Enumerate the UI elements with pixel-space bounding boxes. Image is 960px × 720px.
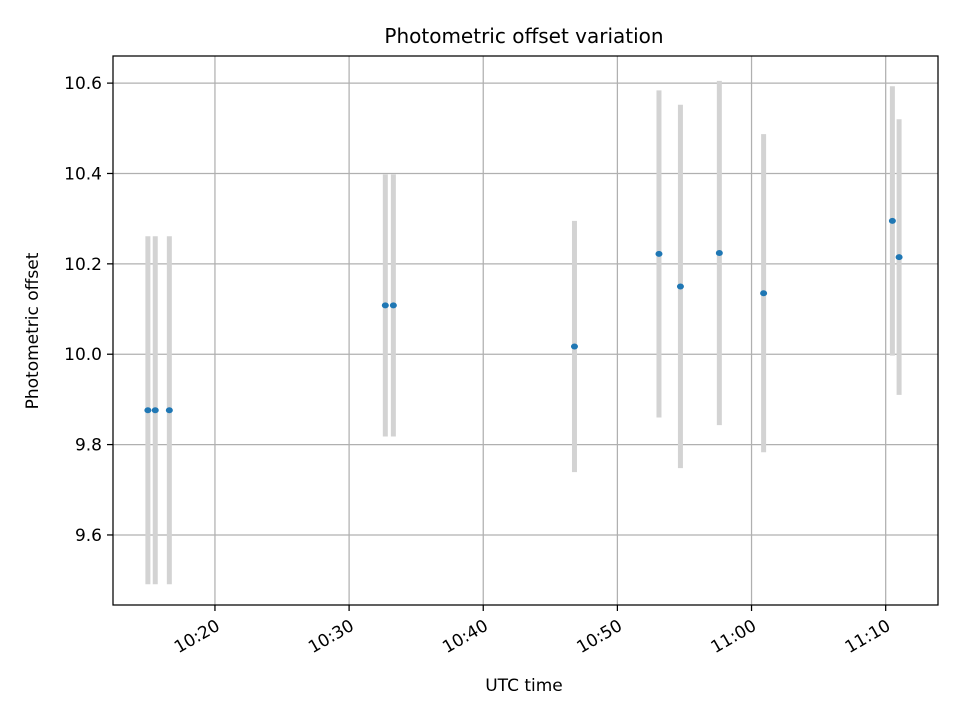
x-tick-label: 10:20 [171, 616, 223, 658]
chart-title: Photometric offset variation [384, 24, 663, 48]
data-point [760, 290, 768, 297]
y-tick-label: 9.8 [75, 436, 102, 456]
y-tick-label: 10.2 [64, 255, 102, 275]
data-point [676, 283, 684, 290]
data-point [151, 407, 159, 414]
data-point [895, 254, 903, 261]
data-point [715, 250, 723, 257]
y-tick-label: 10.0 [64, 345, 102, 365]
x-tick-label: 10:30 [305, 616, 357, 658]
data-point [655, 250, 663, 257]
y-tick-label: 9.6 [75, 526, 102, 546]
axis-ticks: 10:20 10:30 10:40 10:50 11:00 11:10 9.6 9.8 10.0… [64, 74, 894, 658]
x-tick-label: 10:50 [573, 616, 625, 658]
data-point [144, 407, 152, 414]
grid-lines [113, 56, 938, 605]
data-point [888, 217, 896, 224]
y-tick-label: 10.6 [64, 74, 102, 94]
data-point [165, 407, 173, 414]
data-points [144, 217, 903, 414]
x-tick-label: 11:10 [842, 616, 894, 658]
plot-area [112, 55, 939, 606]
data-point [381, 302, 389, 309]
error-bars [145, 80, 902, 585]
y-axis-label: Photometric offset [23, 252, 43, 409]
y-tick-label: 10.4 [64, 164, 102, 184]
data-point [389, 302, 397, 309]
x-tick-label: 10:40 [439, 616, 491, 658]
data-point [570, 343, 578, 350]
x-axis-label: UTC time [485, 676, 563, 696]
x-tick-label: 11:00 [708, 616, 760, 658]
